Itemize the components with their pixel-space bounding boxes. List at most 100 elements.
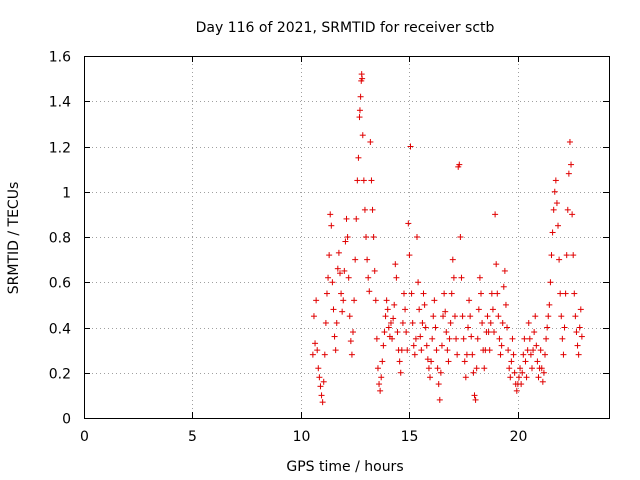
data-point [568, 161, 575, 168]
data-point [372, 297, 379, 304]
data-point [387, 319, 394, 326]
data-point [350, 329, 357, 336]
data-point [533, 342, 540, 349]
data-point [432, 324, 439, 331]
data-point [459, 313, 466, 320]
data-point [513, 387, 520, 394]
data-point [547, 279, 554, 286]
data-point [316, 374, 323, 381]
data-point [442, 308, 449, 315]
data-point [517, 365, 524, 372]
data-point [424, 356, 431, 363]
data-point [565, 170, 572, 177]
data-point [562, 290, 569, 297]
data-point [336, 270, 343, 277]
y-tick-label: 0.2 [49, 367, 71, 383]
data-point [430, 313, 437, 320]
data-point [539, 378, 546, 385]
data-point [378, 374, 385, 381]
data-point [563, 252, 570, 259]
data-point [507, 374, 514, 381]
data-point [353, 215, 360, 222]
data-point [339, 308, 346, 315]
data-point [397, 369, 404, 376]
data-point [383, 297, 390, 304]
data-point [313, 297, 320, 304]
data-point [347, 338, 354, 345]
data-point [552, 177, 559, 184]
data-point [530, 347, 537, 354]
data-point [320, 378, 327, 385]
data-point [550, 206, 557, 213]
data-point [475, 306, 482, 313]
data-point [366, 288, 373, 295]
data-point [538, 365, 545, 372]
data-point [390, 315, 397, 322]
data-point [515, 374, 522, 381]
data-point [411, 351, 418, 358]
data-point [356, 114, 363, 121]
grid-lines [84, 56, 609, 418]
data-point [457, 234, 464, 240]
data-point [396, 358, 403, 365]
data-point [461, 358, 468, 365]
x-tick-label: 10 [293, 429, 311, 445]
data-point [319, 399, 326, 406]
data-point [491, 329, 498, 336]
data-point [427, 374, 434, 381]
data-point [518, 381, 525, 388]
data-point [505, 347, 512, 354]
x-tick-label: 5 [188, 429, 197, 445]
data-point [321, 351, 328, 358]
data-point [351, 297, 358, 304]
data-point [329, 279, 336, 286]
data-point [355, 154, 362, 161]
data-point [578, 333, 585, 340]
data-point [488, 290, 495, 297]
data-point [492, 211, 499, 218]
data-point [537, 347, 544, 354]
data-point [504, 324, 511, 331]
data-point [486, 347, 493, 354]
data-point [406, 252, 413, 259]
data-point [361, 206, 368, 213]
data-point [412, 335, 419, 342]
data-point [572, 313, 579, 320]
data-point [384, 306, 391, 313]
chart-title: Day 116 of 2021, SRMTID for receiver sct… [196, 20, 495, 36]
data-point [528, 365, 535, 372]
data-point [569, 211, 576, 218]
data-point [428, 358, 435, 365]
data-point [419, 319, 426, 326]
y-tick-label: 1.6 [49, 50, 71, 66]
data-point [342, 238, 349, 245]
axis-ticks [84, 56, 609, 419]
data-point [373, 335, 380, 342]
data-point [446, 335, 453, 342]
data-point [476, 274, 483, 281]
data-point [509, 335, 516, 342]
data-point [318, 392, 325, 399]
data-point [501, 267, 508, 274]
data-point [559, 335, 566, 342]
data-point [470, 369, 477, 376]
data-point [389, 335, 396, 342]
x-tick-label: 15 [401, 429, 419, 445]
x-tick-labels: 0 5 10 15 20 [80, 429, 527, 445]
data-point [364, 256, 371, 263]
data-point [458, 274, 465, 281]
data-point [463, 351, 470, 358]
data-point [418, 347, 425, 354]
data-point [544, 324, 551, 331]
data-point [415, 279, 422, 286]
data-point [330, 306, 337, 313]
y-tick-label: 0 [62, 412, 71, 428]
data-point [410, 342, 417, 349]
data-point [520, 351, 527, 358]
y-tick-label: 1.4 [49, 95, 71, 111]
data-point [440, 313, 447, 320]
data-point [510, 351, 517, 358]
data-point [422, 324, 429, 331]
data-point [471, 392, 478, 399]
